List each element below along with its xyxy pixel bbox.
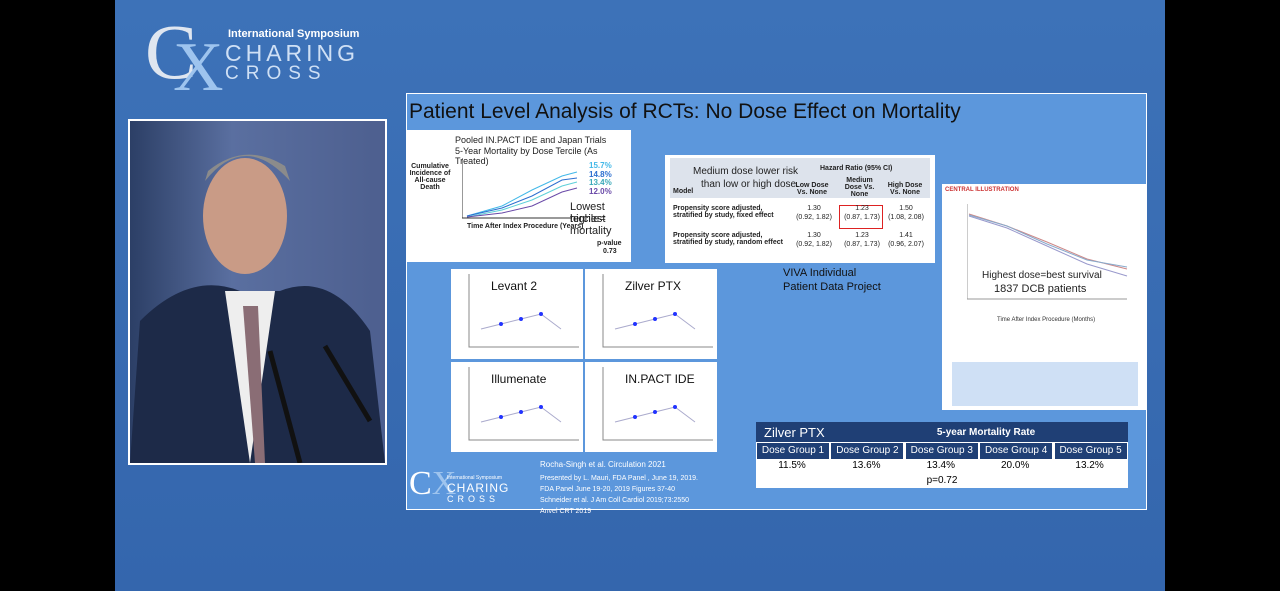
- rate: 14.8%: [589, 169, 612, 179]
- hr-value: 1.41: [899, 232, 913, 239]
- x-label: Time After Index Procedure (Months): [997, 317, 1096, 323]
- rate: 15.7%: [589, 161, 612, 170]
- group: Dose Group 2: [830, 442, 905, 460]
- logo-top: International Symposium: [447, 475, 503, 481]
- col: High Dose Vs. None: [887, 182, 923, 196]
- reference: Anvel CRT 2019: [540, 508, 592, 515]
- curves: [462, 158, 578, 219]
- group: Dose Group 1: [756, 442, 830, 460]
- header: 5-year Mortality Rate: [936, 427, 1036, 438]
- hr-value: 1.50: [899, 205, 913, 212]
- p-label: p-value: [597, 240, 622, 247]
- rate: 20.0%: [1001, 460, 1030, 471]
- model: Propensity score adjusted, stratified by…: [673, 205, 774, 219]
- hr-ci: (0.92, 1.82): [796, 214, 832, 221]
- slide-title: Patient Level Analysis of RCTs: No Dose …: [409, 100, 961, 123]
- hr-value: 1.30: [807, 205, 821, 212]
- note: Medium dose lower risk: [693, 166, 799, 177]
- references: Rocha-Singh et al. Circulation 2021 Prese…: [540, 459, 698, 517]
- hr-header: Hazard Ratio (95% CI): [820, 165, 893, 172]
- col: Low Dose Vs. None: [795, 182, 829, 196]
- logo-line2: CROSS: [447, 494, 500, 504]
- hr-value: 1.23: [855, 232, 869, 239]
- speaker-video: [128, 119, 387, 465]
- x-label: Time After Index Procedure (Years): [467, 223, 584, 230]
- rate: 11.5%: [778, 460, 806, 471]
- hr-ci: (0.96, 2.07): [888, 241, 924, 248]
- hr-ci: (1.08, 2.08): [888, 214, 924, 221]
- trial-plot: IN.PACT IDE: [585, 362, 717, 452]
- zilver-table: Zilver PTX 5-year Mortality Rate Dose Gr…: [756, 422, 1128, 488]
- hr-ci: (0.87, 1.73): [844, 241, 880, 248]
- hr-value: 1.30: [807, 232, 821, 239]
- reference: Rocha-Singh et al. Circulation 2021: [540, 460, 666, 469]
- survival-chart: CENTRAL ILLUSTRATION Highest dose=best s…: [942, 184, 1146, 410]
- trial-plot: Levant 2: [451, 269, 583, 359]
- hr-value: 1.23: [855, 205, 869, 212]
- rate: 13.4%: [926, 460, 955, 471]
- logo-line1: CHARING: [447, 481, 510, 495]
- svg-text:C: C: [145, 12, 197, 94]
- group: Dose Group 3: [904, 442, 979, 460]
- model: Propensity score adjusted, stratified by…: [673, 232, 783, 246]
- chart-title: 5-Year Mortality by Dose Tercile (As Tre…: [455, 146, 598, 166]
- reference: Schneider et al. J Am Coll Cardiol 2019;…: [540, 497, 690, 504]
- reference: FDA Panel June 19-20, 2019 Figures 37-40: [540, 486, 676, 493]
- note: Lowest tercile=: [570, 201, 606, 225]
- rate: 13.2%: [1075, 460, 1104, 471]
- trial-name: Illumenate: [491, 372, 547, 386]
- logo-top: International Symposium: [228, 28, 360, 40]
- trial-plot: Illumenate: [451, 362, 583, 452]
- speaker: [130, 154, 385, 464]
- p-value: 0.73: [603, 248, 617, 255]
- hr-ci: (0.92, 1.82): [796, 241, 832, 248]
- curves: [967, 204, 1128, 300]
- rate: 13.6%: [852, 460, 881, 471]
- p-value: p=0.72: [926, 475, 958, 486]
- group: Dose Group 4: [979, 442, 1054, 460]
- slide-logo: CX International Symposium CHARING CROSS: [409, 465, 510, 504]
- viva: Patient Data Project: [783, 281, 881, 293]
- note: highest mortality: [570, 213, 612, 237]
- col: Model: [673, 188, 694, 195]
- y-label: Cumulative Incidence of All-cause Death: [409, 163, 451, 191]
- slide: Patient Level Analysis of RCTs: No Dose …: [406, 93, 1147, 515]
- group: Dose Group 5: [1053, 442, 1128, 460]
- hr-table: Medium dose lower risk than low or high …: [665, 155, 935, 263]
- pooled-chart: Pooled IN.PACT IDE and Japan Trials 5-Ye…: [407, 130, 631, 262]
- trial-plot: Zilver PTX: [585, 269, 717, 359]
- hr-ci: (0.87, 1.73): [844, 214, 880, 221]
- rate: 13.4%: [589, 178, 612, 187]
- logo-mark: CX: [145, 12, 224, 94]
- col: Medium Dose Vs. None: [844, 177, 875, 198]
- logo-line1: CHARING: [225, 40, 360, 66]
- svg-text:X: X: [173, 29, 224, 94]
- note: Highest dose=best survival: [982, 270, 1102, 281]
- trial: Zilver PTX: [764, 425, 825, 440]
- logo-line2: CROSS: [225, 63, 328, 84]
- chart-title: Pooled IN.PACT IDE and Japan Trials: [455, 135, 607, 145]
- note: 1837 DCB patients: [994, 283, 1087, 295]
- trial-name: IN.PACT IDE: [625, 372, 695, 386]
- rate: 12.0%: [589, 186, 612, 196]
- header: CENTRAL ILLUSTRATION: [945, 187, 1019, 193]
- note: than low or high dose.: [701, 179, 799, 190]
- trial-name: Zilver PTX: [625, 279, 682, 293]
- trial-name: Levant 2: [491, 279, 538, 293]
- reference: Presented by L. Mauri, FDA Panel , June …: [540, 475, 698, 482]
- viva: VIVA Individual: [783, 267, 857, 279]
